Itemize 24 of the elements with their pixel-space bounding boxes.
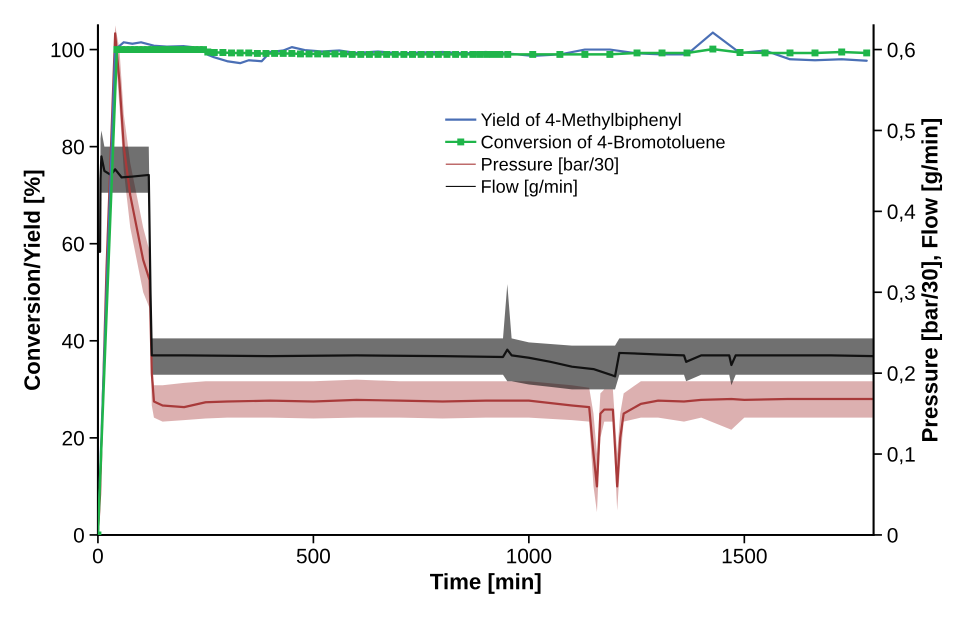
y-tick-label: 80 [62,140,84,154]
legend-label: Flow [g/min] [482,180,577,196]
y-axis-title: Conversion/Yield [%] [24,170,44,390]
x-tick-label: 1500 [722,548,767,564]
y2-tick-label: 0,6 [888,42,915,60]
legend-label: Conversion of 4-Bromotoluene [482,135,725,148]
y2-axis-title: Pressure [bar/30], Flow [g/min] [921,118,942,442]
y2-tick-label: 0,2 [888,366,915,384]
legend-label: Pressure [bar/30] [482,157,618,174]
y2-tick-label: 0,5 [888,123,915,141]
y-tick-label: 20 [62,430,84,446]
x-tick-label: 500 [296,548,330,564]
y2-tick-label: 0,4 [888,204,916,222]
x-tick-label: 0 [92,548,103,564]
legend-label: Yield of 4-Methylbiphenyl [481,112,680,130]
x-tick-label: 1000 [507,548,552,564]
y-tick-label: 60 [62,236,84,252]
y2-tick-label: 0,1 [888,447,915,464]
y-tick-label: 100 [52,42,84,58]
y-tick-label: 0 [74,528,84,543]
y2-tick-label: 0,3 [888,285,915,302]
x-axis-title: Time [min] [430,573,540,594]
y2-tick-label: 0 [888,528,898,543]
y-tick-label: 40 [62,334,84,349]
